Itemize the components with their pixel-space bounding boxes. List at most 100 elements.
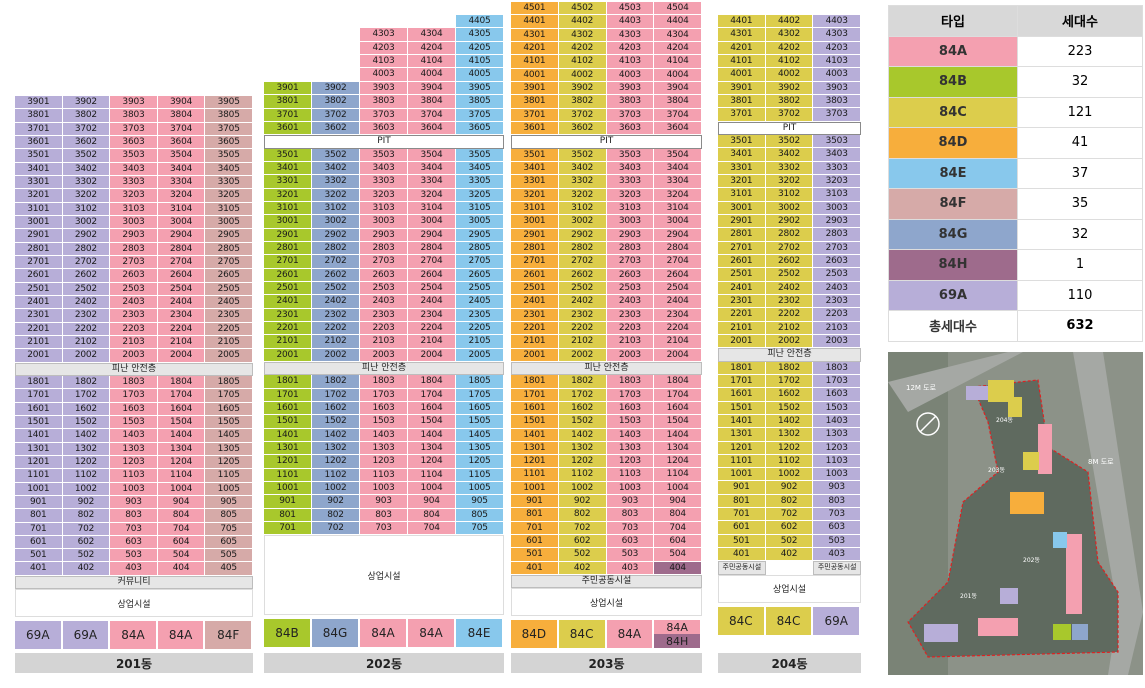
unit-cell: 3802 [765,94,814,109]
unit-cell: 3504 [408,148,456,162]
floor-row: 3501 3502 3503 3504 [511,148,702,162]
floor-row: 3001 3002 3003 3004 [511,215,702,229]
unit-cell: 601 [15,535,63,550]
unit-cell: 1303 [606,441,655,456]
unit-cell: 4003 [813,68,862,82]
resident-facility-band: 주민공동시설 [813,561,862,575]
unit-cell: 1503 [360,415,408,429]
unit-cell: 1504 [157,415,206,430]
floor-row: 1801 1802 1803 1804 1805 [15,375,253,390]
unit-cell: 904 [654,495,702,509]
unit-cell: 403 [110,562,158,576]
unit-cell: 2701 [718,241,766,255]
unit-cell: 3301 [15,175,63,190]
unit-cell: 1503 [813,401,862,415]
unit-cell: 4303 [360,28,408,42]
floor-row: 1601 1602 1603 1604 [511,401,702,416]
unit-cell: 2504 [157,282,206,296]
unit-cell: 1201 [15,455,63,470]
unit-cell: 1004 [157,482,206,496]
legend-count: 121 [1017,96,1143,128]
unit-cell: 1302 [558,441,607,456]
unit-cell: 2702 [765,241,814,255]
unit-cell: 2902 [62,229,111,243]
floor-row: 901 902 903 904 [511,495,702,509]
unit-cell: 4102 [558,55,607,69]
unit-cell: 3101 [264,201,312,216]
unit-cell: 3703 [813,108,862,122]
floor-row: 4201 4202 4203 [718,41,862,55]
road-12m [888,352,1023,412]
unit-cell: 3703 [606,108,655,122]
unit-cell: 3504 [654,148,702,162]
unit-cell: 4402 [558,15,607,29]
unit-cell: 1501 [511,415,559,429]
floor-row: 401 402 403 404 [511,561,702,576]
floor-row: 3901 3902 3903 3904 3905 [15,96,253,110]
unit-cell: 1203 [606,455,655,469]
unit-cell: 2203 [606,321,655,336]
unit-cell: 1101 [264,468,312,482]
unit-cell: 401 [718,548,766,562]
unit-cell: 1601 [264,401,312,416]
unit-cell: 2402 [62,295,111,310]
unit-cell: 3405 [456,161,504,176]
unit-cell: 403 [813,548,862,562]
legend-count: 41 [1017,127,1143,159]
unit-cell: 801 [511,508,559,522]
unit-cell: 3403 [360,161,408,176]
unit-cell: 2201 [511,321,559,336]
floor-row: 1501 1502 1503 1504 [511,415,702,429]
floor-row: 2201 2202 2203 2204 2205 [15,322,253,336]
floor-row: 1801 1802 1803 [718,361,862,375]
unit-cell: 2503 [360,281,408,296]
unit-cell: 2802 [312,241,360,256]
unit-cell: 3105 [205,202,253,216]
unit-cell: 2003 [110,349,158,363]
unit-cell: 1803 [606,375,655,389]
unit-cell: 3501 [718,134,766,149]
empty-cell [264,28,312,42]
unit-cell: 601 [511,535,559,549]
unit-cell: 1201 [718,441,766,455]
unit-cell: 1003 [813,468,862,482]
unit-cell: 3403 [110,162,158,176]
floor-row: 801 802 803 804 [511,508,702,522]
unit-cell: 3003 [110,215,158,230]
legend-type-swatch: 69A [888,279,1018,311]
unit-cell: 1002 [765,468,814,482]
unit-cell: 1402 [312,428,360,442]
unit-cell: 1704 [157,389,206,403]
unit-cell: 1602 [558,401,607,416]
unit-cell: 2002 [312,348,360,362]
unit-cell: 2004 [157,349,206,363]
unit-cell: 2603 [110,269,158,283]
unit-cell: 3904 [157,96,206,110]
floor-row: 1701 1702 1703 1704 1705 [15,389,253,403]
unit-cell: 2901 [511,228,559,242]
floor-row: 4405 [264,15,504,29]
unit-cell: 1605 [456,401,504,416]
unit-cell: 1103 [110,469,158,483]
unit-cell: 4403 [813,15,862,29]
unit-cell: 3402 [765,148,814,162]
unit-cell: 503 [813,534,862,549]
unit-cell: 2801 [718,228,766,242]
unit-cell: 1802 [558,375,607,389]
upper-floors-202: 4405 4303 4304 4305 4203 4204 4205 4103 4104 4105… [264,15,504,82]
floor-row: 3701 3702 3703 3704 3705 [264,108,504,122]
unit-cell: 3501 [15,149,63,163]
unit-cell: 1102 [558,468,607,482]
empty-cell [312,41,360,55]
unit-cell: 4302 [558,28,607,42]
unit-cell: 1205 [456,455,504,469]
unit-cell: 702 [765,508,814,522]
north-arrow-icon [916,412,940,436]
unit-cell: 4501 [511,2,559,16]
footprint-201: 201동 [924,588,1018,642]
unit-cell: 1702 [312,388,360,402]
unit-cell: 3304 [408,175,456,189]
legend-type-swatch: 84A [888,35,1018,67]
unit-cell: 4104 [654,55,702,69]
unit-cell: 4204 [654,41,702,56]
